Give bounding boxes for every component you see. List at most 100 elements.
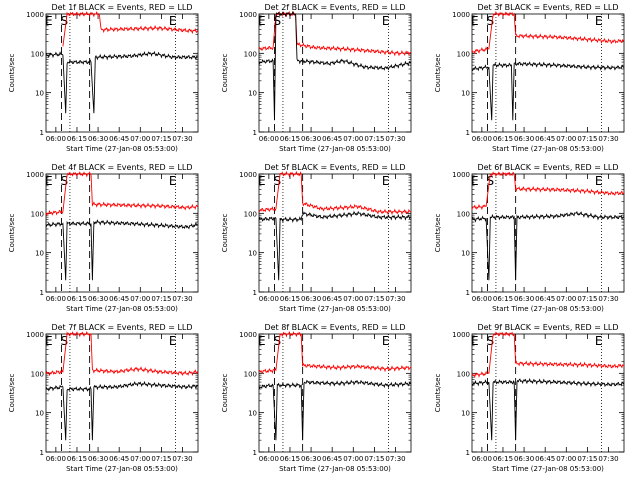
x-tick-label: 07:15 bbox=[151, 135, 171, 143]
x-tick-label: 06:00 bbox=[259, 455, 279, 463]
x-tick-label: 07:00 bbox=[556, 455, 576, 463]
x-tick-label: 06:00 bbox=[46, 295, 66, 303]
x-tick-label: 06:30 bbox=[301, 455, 321, 463]
x-tick-label: 07:00 bbox=[343, 295, 363, 303]
plot-frame bbox=[45, 13, 199, 133]
series-events-black bbox=[258, 10, 412, 121]
x-tick-label: 06:45 bbox=[109, 455, 129, 463]
y-tick-label: 100 bbox=[244, 370, 257, 378]
event-marker-label: E bbox=[471, 174, 479, 188]
y-tick-label: 1000 bbox=[239, 331, 257, 339]
y-axis-label: Counts/sec bbox=[8, 374, 16, 413]
x-tick-label: 07:30 bbox=[385, 295, 405, 303]
x-tick-label: 07:00 bbox=[556, 135, 576, 143]
y-tick-label: 1 bbox=[466, 449, 470, 457]
chart-title: Det 5f BLACK = Events, RED = LLD bbox=[264, 163, 405, 172]
event-marker-label: E bbox=[169, 334, 177, 348]
x-tick-label: 06:45 bbox=[322, 455, 342, 463]
y-tick-label: 10 bbox=[248, 250, 257, 258]
y-axis-label: Counts/sec bbox=[8, 54, 16, 93]
event-marker-label: S bbox=[273, 14, 281, 28]
x-tick-label: 06:00 bbox=[472, 295, 492, 303]
event-marker-label: E bbox=[382, 334, 390, 348]
chart-title: Det 1f BLACK = Events, RED = LLD bbox=[51, 3, 192, 12]
y-tick-label: 10 bbox=[461, 410, 470, 418]
chart-svg-det-5f: Det 5f BLACK = Events, RED = LLD 1 10 100 10… bbox=[221, 163, 412, 313]
x-tick-label: 07:15 bbox=[577, 455, 597, 463]
x-tick-label: 06:00 bbox=[46, 455, 66, 463]
x-axis-label: Start Time (27-Jan-08 05:53:00) bbox=[279, 145, 391, 153]
event-marker-label: E bbox=[595, 14, 603, 28]
chart-svg-det-7f: Det 7f BLACK = Events, RED = LLD 1 10 100 10… bbox=[8, 323, 199, 473]
x-tick-label: 06:30 bbox=[301, 135, 321, 143]
chart-svg-det-3f: Det 3f BLACK = Events, RED = LLD 1 10 100 10… bbox=[434, 3, 625, 153]
chart-title: Det 9f BLACK = Events, RED = LLD bbox=[477, 323, 618, 332]
x-tick-label: 07:00 bbox=[130, 135, 150, 143]
y-tick-label: 100 bbox=[457, 50, 470, 58]
x-tick-label: 06:45 bbox=[322, 135, 342, 143]
x-tick-label: 07:30 bbox=[598, 135, 618, 143]
plot-frame bbox=[258, 13, 412, 133]
event-marker-label: S bbox=[60, 334, 68, 348]
series-events-black bbox=[471, 61, 625, 121]
plot-frame bbox=[258, 333, 412, 453]
x-tick-label: 06:15 bbox=[280, 455, 300, 463]
x-tick-label: 07:15 bbox=[364, 455, 384, 463]
x-tick-label: 06:30 bbox=[514, 135, 534, 143]
event-marker-label: S bbox=[486, 174, 494, 188]
x-tick-label: 07:15 bbox=[364, 295, 384, 303]
x-tick-label: 06:15 bbox=[493, 135, 513, 143]
x-tick-label: 06:00 bbox=[46, 135, 66, 143]
event-marker-label: E bbox=[45, 174, 53, 188]
chart-panel-det-3f: Det 3f BLACK = Events, RED = LLD 1 10 100 10… bbox=[426, 0, 636, 160]
x-tick-label: 06:15 bbox=[493, 455, 513, 463]
y-tick-label: 1000 bbox=[452, 171, 470, 179]
y-axis-label: Counts/sec bbox=[221, 214, 229, 253]
x-tick-label: 07:15 bbox=[151, 455, 171, 463]
event-marker-label: E bbox=[169, 14, 177, 28]
y-tick-label: 1 bbox=[40, 129, 44, 137]
chart-svg-det-6f: Det 6f BLACK = Events, RED = LLD 1 10 100 10… bbox=[434, 163, 625, 313]
y-tick-label: 10 bbox=[461, 250, 470, 258]
x-tick-label: 06:45 bbox=[109, 135, 129, 143]
event-marker-label: E bbox=[258, 174, 266, 188]
x-tick-label: 06:15 bbox=[67, 135, 87, 143]
series-events-black bbox=[471, 210, 624, 281]
plot-frame bbox=[471, 333, 625, 453]
x-tick-label: 06:00 bbox=[259, 135, 279, 143]
y-tick-label: 1 bbox=[466, 129, 470, 137]
y-axis-label: Counts/sec bbox=[434, 214, 442, 253]
x-tick-label: 07:00 bbox=[130, 295, 150, 303]
y-axis-label: Counts/sec bbox=[434, 374, 442, 413]
y-tick-label: 1000 bbox=[26, 171, 44, 179]
series-lld-red bbox=[471, 331, 624, 378]
chart-svg-det-1f: Det 1f BLACK = Events, RED = LLD 1 10 100 10… bbox=[8, 3, 199, 153]
series-lld-red bbox=[259, 331, 412, 374]
y-tick-label: 1000 bbox=[239, 11, 257, 19]
plot-frame bbox=[258, 173, 412, 293]
plot-frame bbox=[471, 173, 625, 293]
x-tick-label: 06:45 bbox=[535, 135, 555, 143]
y-tick-label: 10 bbox=[35, 90, 44, 98]
chart-panel-det-5f: Det 5f BLACK = Events, RED = LLD 1 10 100 10… bbox=[213, 160, 423, 320]
event-marker-label: E bbox=[471, 14, 479, 28]
plot-frame bbox=[45, 173, 199, 293]
y-tick-label: 100 bbox=[31, 50, 44, 58]
x-axis-label: Start Time (27-Jan-08 05:53:00) bbox=[279, 465, 391, 473]
series-events-black bbox=[258, 379, 411, 441]
y-tick-label: 1000 bbox=[239, 171, 257, 179]
x-tick-label: 07:00 bbox=[343, 135, 363, 143]
x-axis-label: Start Time (27-Jan-08 05:53:00) bbox=[66, 305, 178, 313]
event-marker-label: E bbox=[45, 14, 53, 28]
chart-title: Det 6f BLACK = Events, RED = LLD bbox=[477, 163, 618, 172]
y-tick-label: 100 bbox=[31, 210, 44, 218]
x-tick-label: 06:45 bbox=[322, 295, 342, 303]
x-tick-label: 06:15 bbox=[67, 455, 87, 463]
y-tick-label: 100 bbox=[244, 50, 257, 58]
event-marker-label: E bbox=[169, 174, 177, 188]
event-marker-label: E bbox=[45, 334, 53, 348]
event-marker-label: S bbox=[273, 334, 281, 348]
y-tick-label: 1 bbox=[253, 289, 257, 297]
series-lld-red bbox=[471, 171, 625, 211]
